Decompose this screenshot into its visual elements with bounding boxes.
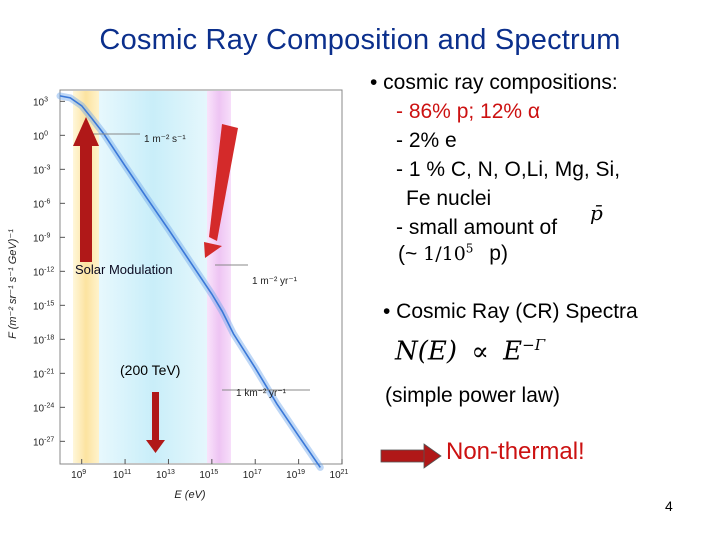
x-tick-label: 1021: [330, 469, 349, 481]
y-tick-label: 10-18: [33, 334, 54, 346]
formula-prop: ∝: [471, 336, 489, 367]
annot-m2s: 1 m⁻² s⁻¹: [144, 134, 186, 145]
formula-lhs: N(E): [395, 336, 458, 367]
y-tick-label: 103: [33, 96, 48, 108]
y-tick-label: 10-3: [33, 164, 50, 176]
ratio-num: 1/10: [423, 243, 466, 266]
x-tick-label: 1015: [199, 469, 218, 481]
spectrum-line: [59, 95, 321, 468]
bullet-compositions: • cosmic ray compositions:: [370, 71, 618, 94]
y-tick-label: 10-6: [33, 198, 50, 210]
y-tick-label: 100: [33, 130, 48, 142]
bullet-electron: - 2% e: [396, 129, 457, 152]
y-tick-label: 10-27: [33, 436, 54, 448]
y-tick-label: 10-15: [33, 300, 54, 312]
page-number: 4: [665, 498, 673, 514]
formula-exp: −Γ: [522, 336, 546, 354]
antiproton-ratio: (~ 1/105 p): [398, 242, 508, 266]
bullet-small-amount: - small amount of: [396, 216, 558, 239]
annot-km2yr: 1 km⁻² yr⁻¹: [236, 388, 287, 399]
ratio-open: (~: [398, 242, 418, 266]
diagonal-arrow-icon: [204, 124, 238, 258]
y-tick-label: 10-21: [33, 368, 54, 380]
simple-power-law: (simple power law): [385, 384, 561, 407]
x-tick-label: 1011: [113, 469, 131, 481]
right-arrow-icon: [380, 443, 442, 469]
composition-bullets: • cosmic ray compositions: - 86% p; 12% …: [370, 68, 620, 242]
y-tick-label: 10-12: [33, 266, 54, 278]
knee-energy-label: (200 TeV): [120, 362, 180, 378]
down-arrow-icon: [146, 392, 165, 453]
y-tick-label: 10-24: [33, 402, 54, 414]
x-tick-label: 1019: [286, 469, 305, 481]
power-law-formula: N(E) ∝ E−Γ: [395, 336, 545, 367]
y-tick-label: 10-9: [33, 232, 50, 244]
bullet-proton-alpha: - 86% p; 12% α: [396, 100, 541, 123]
spectrum-figure: 109 1011 1013 1015 1017 1019 1021 103 100 10-3 10-…: [7, 89, 349, 501]
bullet-spectra: • Cosmic Ray (CR) Spectra: [383, 300, 638, 323]
non-thermal-label: Non-thermal!: [446, 438, 585, 465]
solar-modulation-label: Solar Modulation: [75, 262, 173, 277]
bullet-nuclei-2: Fe nuclei: [406, 187, 492, 210]
y-axis-label: F (m⁻² sr⁻¹ s⁻¹ GeV)⁻¹: [7, 229, 19, 339]
x-axis-label: E (eV): [174, 489, 206, 501]
bullet-nuclei-1: - 1 % C, N, O,Li, Mg, Si,: [396, 158, 621, 181]
up-arrow-icon: [73, 117, 99, 262]
ratio-fraction: 1/105: [423, 242, 474, 266]
x-tick-label: 1013: [156, 469, 175, 481]
ratio-exp: 5: [465, 242, 474, 256]
x-tick-label: 109: [71, 469, 86, 481]
ratio-close: p): [489, 242, 508, 266]
formula-rhs: E: [503, 336, 523, 367]
antiproton-symbol: p̄: [590, 201, 603, 225]
x-tick-label: 1017: [243, 469, 262, 481]
slide-title: Cosmic Ray Composition and Spectrum: [99, 24, 621, 56]
annot-m2yr: 1 m⁻² yr⁻¹: [252, 276, 298, 287]
